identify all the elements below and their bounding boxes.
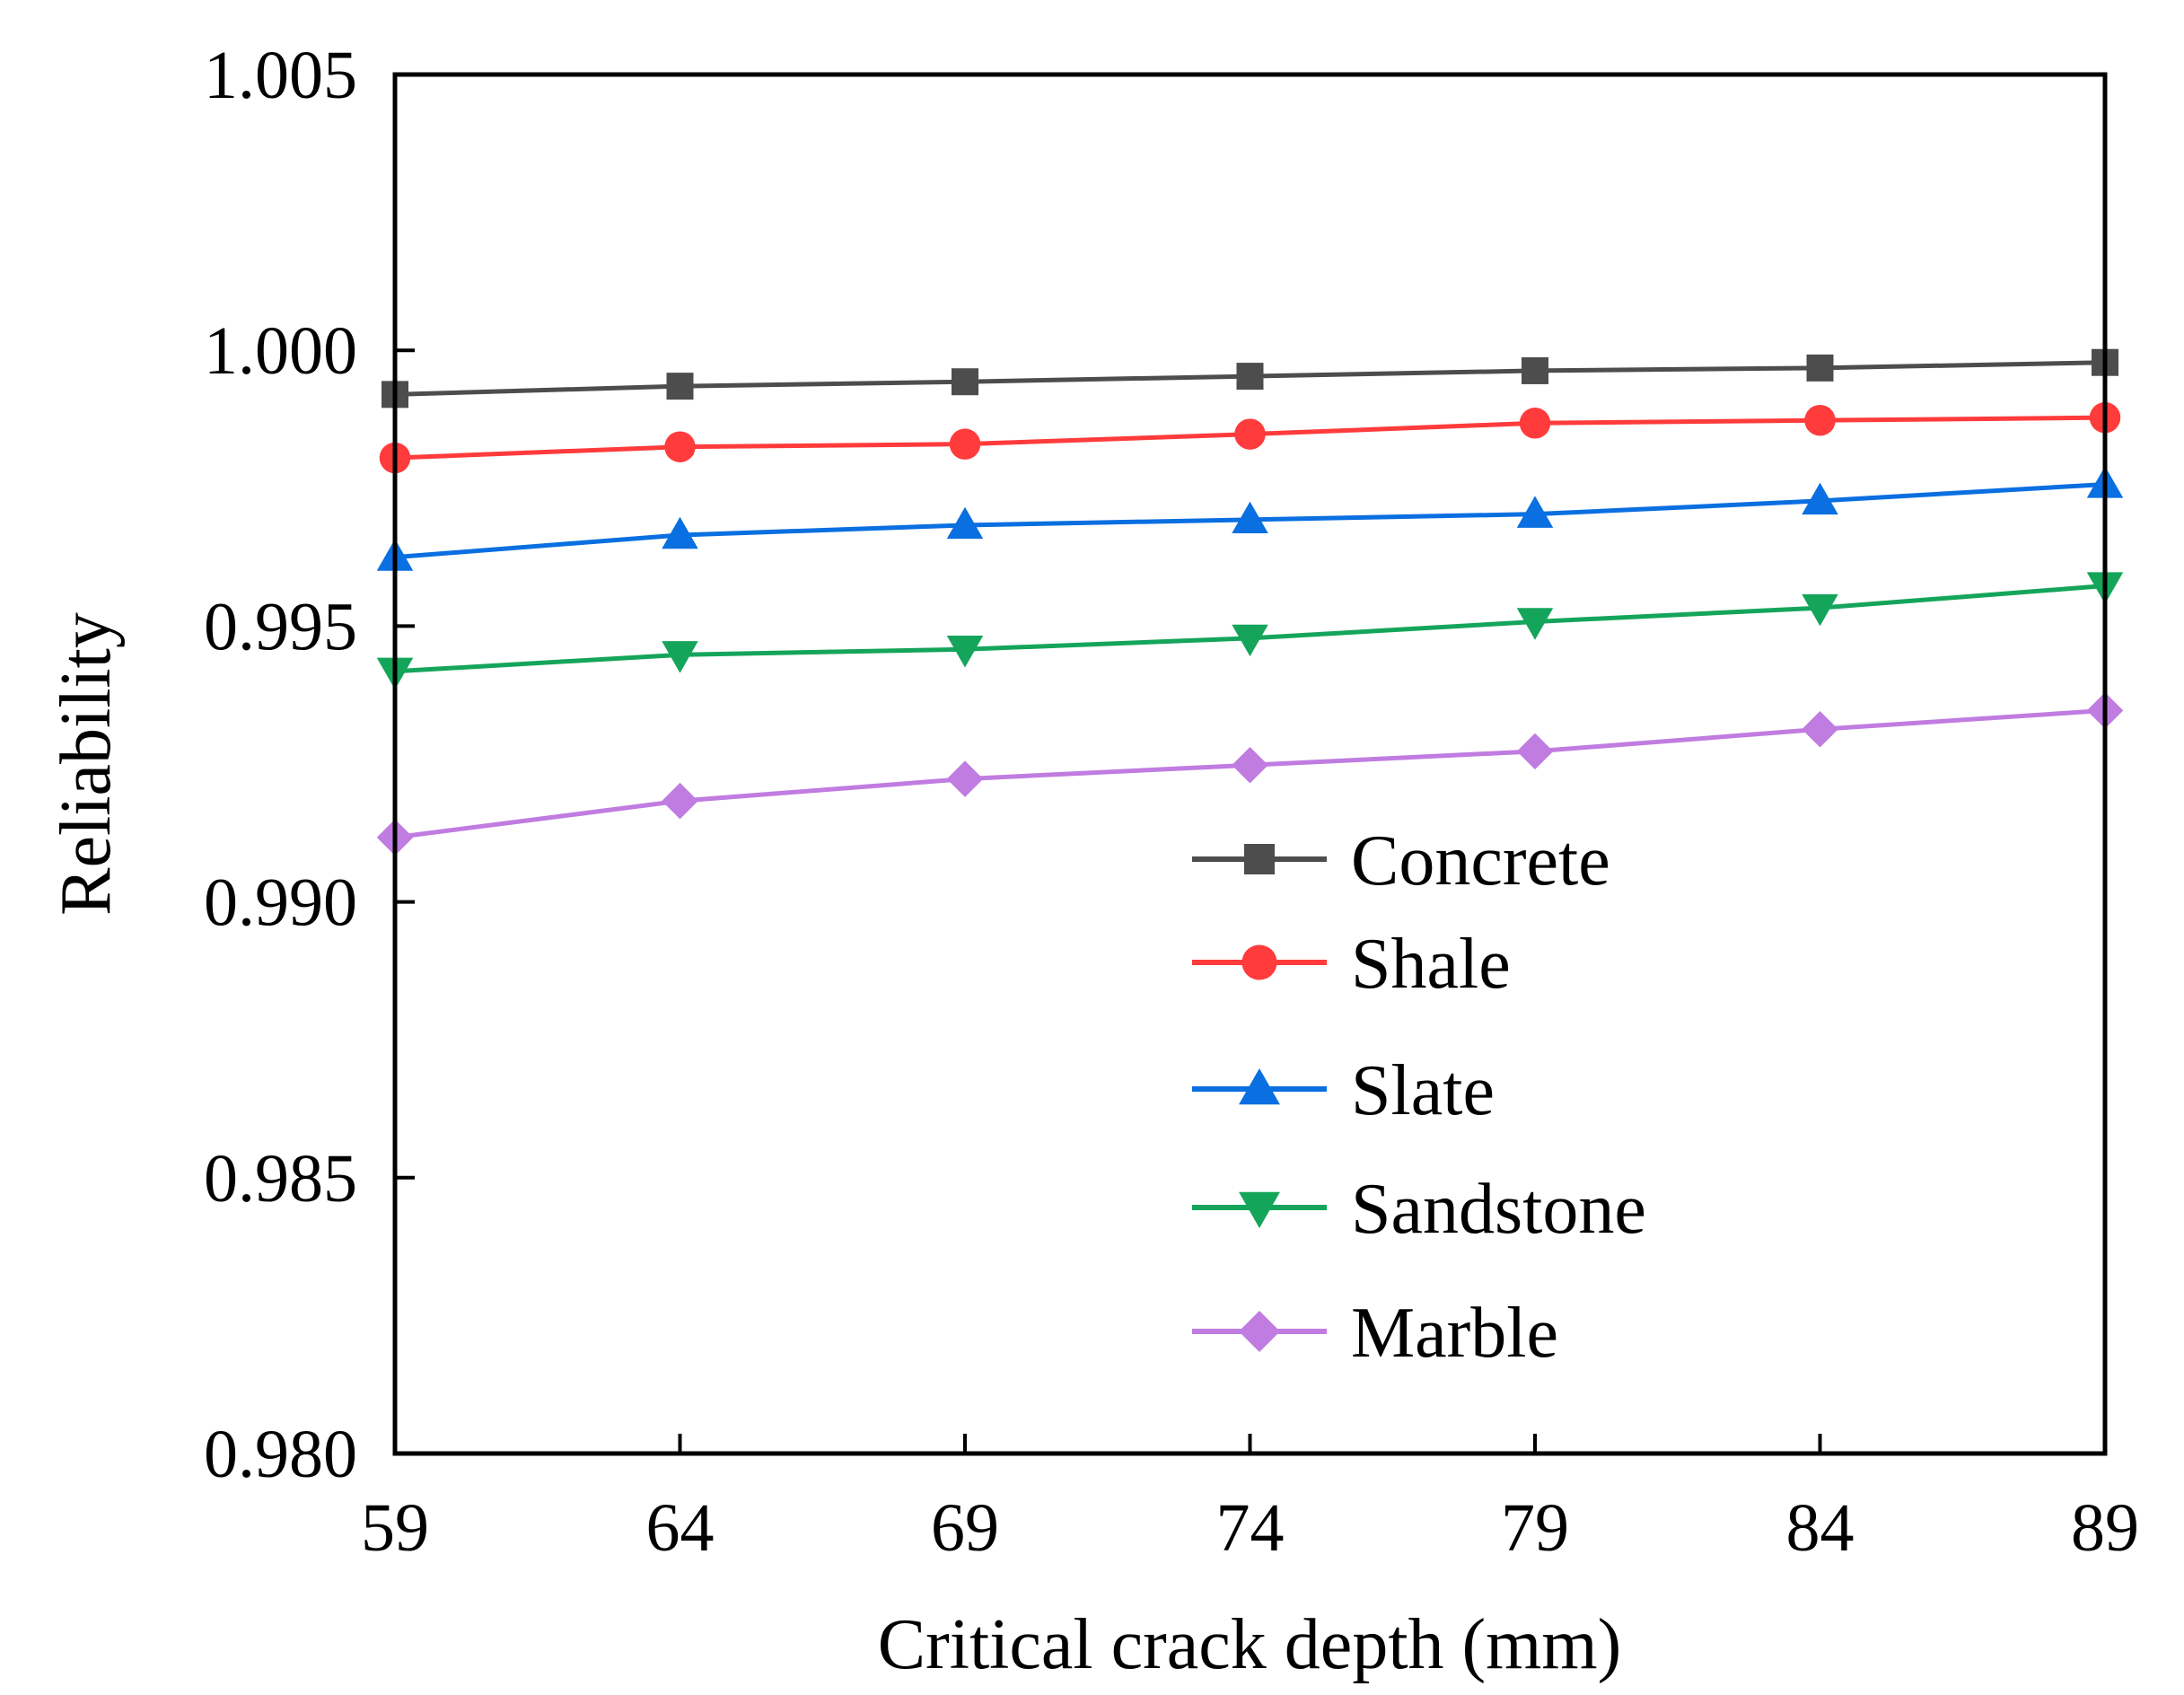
x-axis-title: Critical crack depth (mm): [878, 1605, 1622, 1684]
series-concrete: [382, 348, 2118, 408]
x-axis: 59 64 69 74 79 84 89: [361, 1434, 2139, 1566]
series-slate: [376, 466, 2124, 571]
x-tick-label: 69: [931, 1490, 999, 1566]
y-tick-label: 0.980: [204, 1417, 357, 1492]
data-point-shale: [1234, 418, 1266, 450]
data-point-slate: [946, 506, 984, 540]
legend-item-marble: Marble: [1192, 1294, 1558, 1373]
legend-item-slate: Slate: [1192, 1051, 1495, 1130]
legend: Concrete Shale Slate Sandstone Marble: [1192, 821, 1646, 1373]
x-tick-label: 74: [1216, 1490, 1285, 1566]
data-point-sandstone: [1516, 608, 1554, 640]
data-point-concrete: [952, 368, 978, 396]
data-point-concrete: [1236, 363, 1264, 391]
data-point-sandstone: [946, 636, 984, 668]
data-point-concrete: [1806, 354, 1834, 382]
data-point-slate: [1232, 501, 1268, 534]
legend-marker-slate: [1239, 1068, 1280, 1105]
data-point-marble: [946, 760, 984, 797]
y-tick-label: 1.005: [204, 38, 357, 113]
x-tick-label: 64: [646, 1490, 715, 1566]
y-axis: 0.980 0.985 0.990 0.995 1.000 1.005: [204, 38, 415, 1492]
data-point-slate: [1516, 496, 1554, 528]
y-axis-title: Reliability: [47, 612, 126, 916]
series-shale: [379, 401, 2121, 474]
legend-marker-sandstone: [1239, 1191, 1280, 1228]
data-point-marble: [1802, 711, 1838, 748]
legend-label-marble: Marble: [1351, 1294, 1558, 1373]
x-tick-label: 89: [2071, 1490, 2139, 1566]
series-layer: [376, 348, 2124, 856]
y-tick-label: 1.000: [204, 313, 357, 389]
data-point-sandstone: [1232, 624, 1268, 657]
legend-label-sandstone: Sandstone: [1351, 1170, 1646, 1249]
data-point-marble: [662, 782, 698, 820]
data-point-shale: [949, 428, 981, 460]
legend-item-sandstone: Sandstone: [1192, 1170, 1646, 1249]
y-tick-label: 0.990: [204, 865, 357, 941]
data-point-concrete: [666, 373, 694, 400]
legend-label-concrete: Concrete: [1351, 821, 1610, 900]
legend-label-slate: Slate: [1351, 1051, 1495, 1130]
legend-item-concrete: Concrete: [1192, 821, 1610, 900]
data-point-sandstone: [662, 641, 698, 673]
legend-marker-shale: [1241, 944, 1277, 980]
data-point-marble: [1232, 746, 1268, 784]
series-sandstone: [376, 572, 2124, 690]
data-point-slate: [662, 516, 698, 549]
x-tick-label: 59: [361, 1490, 429, 1566]
data-point-shale: [1519, 408, 1551, 439]
legend-marker-marble: [1239, 1311, 1280, 1352]
legend-label-shale: Shale: [1351, 925, 1511, 1004]
data-point-slate: [1802, 482, 1838, 515]
x-tick-label: 84: [1786, 1490, 1855, 1566]
data-point-sandstone: [1802, 593, 1838, 627]
data-point-concrete: [1522, 356, 1548, 384]
data-point-shale: [1804, 404, 1836, 436]
legend-item-shale: Shale: [1192, 925, 1511, 1004]
data-point-marble: [1516, 733, 1554, 770]
series-marble: [376, 692, 2124, 856]
legend-marker-concrete: [1244, 844, 1275, 874]
y-tick-label: 0.985: [204, 1141, 357, 1216]
x-tick-label: 79: [1501, 1490, 1569, 1566]
y-tick-label: 0.995: [204, 589, 357, 664]
data-point-shale: [664, 431, 696, 462]
